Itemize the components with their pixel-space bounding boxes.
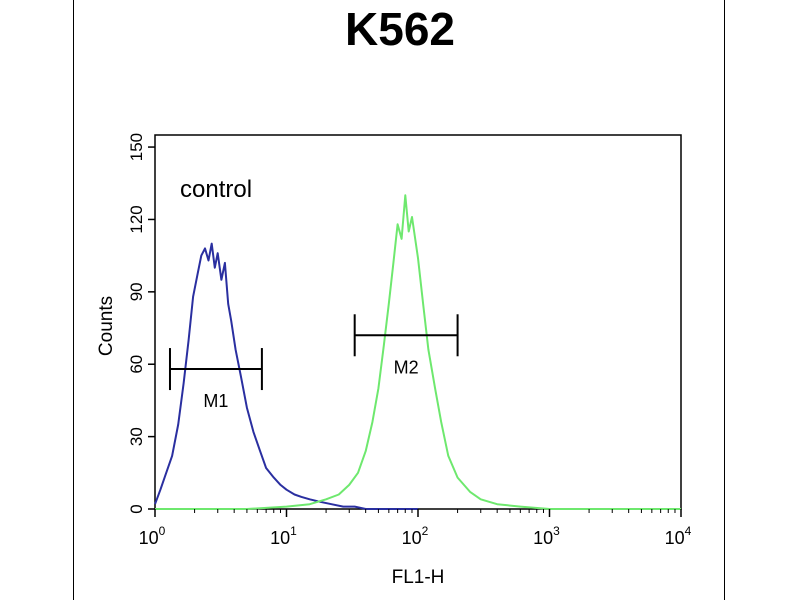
frame-left-border — [73, 0, 74, 600]
y-tick-label: 60 — [127, 355, 146, 374]
marker-M1-label: M1 — [203, 391, 228, 411]
y-tick-label: 90 — [127, 282, 146, 301]
marker-layer: M1 M2 — [168, 314, 459, 411]
y-tick-label: 30 — [127, 427, 146, 446]
y-tick-label: 120 — [127, 205, 146, 233]
x-axis-label: FL1-H — [392, 567, 445, 588]
x-tick-label: 100 — [139, 524, 166, 548]
control-annotation: control — [180, 176, 252, 203]
histogram-control-line — [154, 242, 418, 510]
x-tick-label: 102 — [402, 524, 429, 548]
y-axis-label: Counts — [96, 296, 117, 356]
y-tick-label: 0 — [127, 504, 146, 513]
marker-M2-label: M2 — [394, 357, 419, 377]
x-tick-label: 104 — [665, 524, 692, 548]
axis-layer: 0 30 60 90 120 150 100 101 102 103 104 — [127, 133, 692, 548]
y-tick-label: 150 — [127, 133, 146, 161]
x-tick-label: 103 — [533, 524, 560, 548]
frame-right-border — [724, 0, 725, 600]
x-tick-label: 101 — [270, 524, 297, 548]
series-layer — [154, 194, 681, 510]
chart-title: K562 — [345, 3, 455, 55]
histogram-sample-line — [155, 194, 681, 510]
